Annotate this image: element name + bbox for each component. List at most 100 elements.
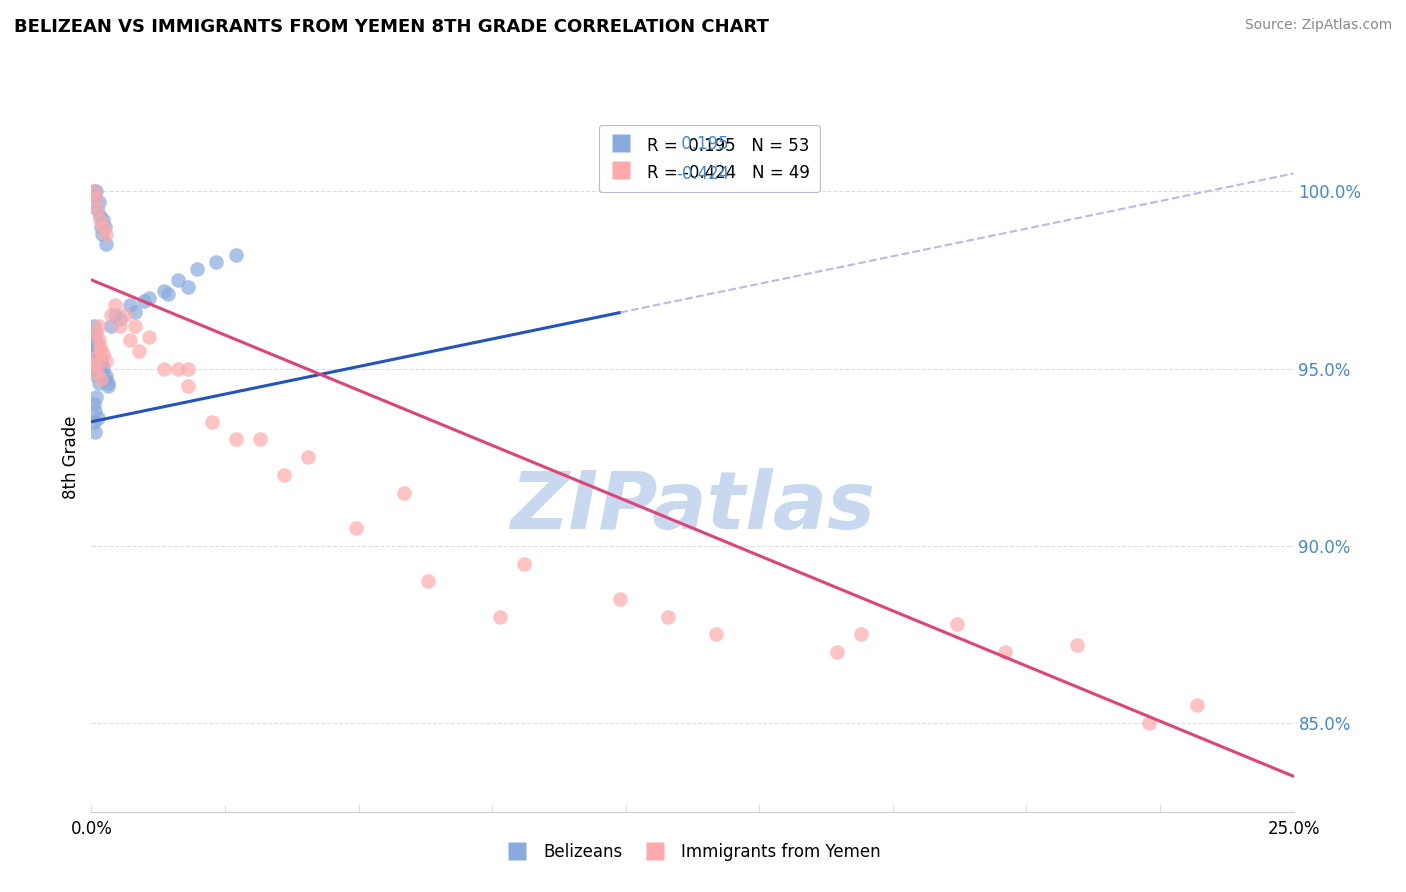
Text: -0.424: -0.424	[676, 165, 730, 183]
Point	[946, 616, 969, 631]
Point	[273, 467, 295, 482]
Point	[87, 347, 110, 361]
Point	[86, 368, 108, 383]
Point	[167, 273, 190, 287]
Point	[87, 376, 110, 390]
Point	[94, 237, 117, 252]
Point	[84, 326, 107, 340]
Point	[124, 318, 146, 333]
Point	[225, 248, 247, 262]
Point	[94, 227, 117, 241]
Point	[84, 358, 107, 372]
Point	[104, 308, 127, 322]
Point	[93, 347, 115, 361]
Point	[344, 521, 367, 535]
Point	[392, 485, 415, 500]
Point	[104, 298, 127, 312]
Point	[83, 184, 105, 198]
Point	[84, 191, 107, 205]
Point	[87, 358, 110, 372]
Point	[134, 294, 156, 309]
Point	[84, 361, 107, 376]
Point	[89, 209, 111, 223]
Legend: Belizeans, Immigrants from Yemen: Belizeans, Immigrants from Yemen	[498, 836, 887, 867]
Point	[91, 358, 114, 372]
Point	[93, 212, 115, 227]
Point	[200, 415, 222, 429]
Point	[110, 318, 132, 333]
Point	[176, 280, 198, 294]
Point	[138, 291, 160, 305]
Point	[110, 311, 132, 326]
Point	[825, 645, 848, 659]
Point	[90, 365, 112, 379]
Text: ZIPatlas: ZIPatlas	[510, 467, 875, 546]
Point	[1187, 698, 1209, 713]
Point	[84, 425, 107, 440]
Point	[83, 343, 105, 358]
Point	[83, 318, 105, 333]
Point	[1066, 638, 1088, 652]
Point	[84, 336, 107, 351]
Point	[157, 287, 180, 301]
Point	[513, 557, 536, 571]
Point	[609, 591, 631, 606]
Point	[706, 627, 728, 641]
Point	[225, 433, 247, 447]
Point	[86, 365, 108, 379]
Point	[86, 340, 108, 354]
Point	[87, 318, 110, 333]
Point	[86, 202, 108, 216]
Point	[89, 340, 111, 354]
Point	[86, 411, 108, 425]
Point	[94, 372, 117, 386]
Point	[128, 343, 150, 358]
Point	[87, 194, 110, 209]
Point	[83, 404, 105, 418]
Point	[176, 379, 198, 393]
Point	[97, 376, 120, 390]
Point	[91, 227, 114, 241]
Point	[94, 354, 117, 368]
Point	[152, 361, 174, 376]
Point	[90, 354, 112, 368]
Point	[205, 255, 228, 269]
Point	[83, 397, 105, 411]
Point	[849, 627, 872, 641]
Point	[124, 305, 146, 319]
Point	[90, 372, 112, 386]
Point	[84, 390, 107, 404]
Point	[84, 184, 107, 198]
Text: Source: ZipAtlas.com: Source: ZipAtlas.com	[1244, 18, 1392, 32]
Point	[87, 333, 110, 347]
Point	[86, 202, 108, 216]
Point	[167, 361, 190, 376]
Point	[489, 609, 512, 624]
Y-axis label: 8th Grade: 8th Grade	[62, 416, 80, 499]
Point	[176, 361, 198, 376]
Point	[90, 343, 112, 358]
Point	[97, 379, 120, 393]
Point	[90, 219, 112, 234]
Point	[297, 450, 319, 464]
Point	[94, 368, 117, 383]
Point	[84, 191, 107, 205]
Point	[86, 343, 108, 358]
Point	[1137, 716, 1160, 731]
Point	[657, 609, 679, 624]
Point	[100, 308, 122, 322]
Point	[94, 219, 117, 234]
Point	[89, 351, 111, 365]
Point	[83, 184, 105, 198]
Point	[83, 415, 105, 429]
Point	[186, 262, 208, 277]
Point	[152, 284, 174, 298]
Point	[84, 351, 107, 365]
Point	[93, 361, 115, 376]
Point	[89, 212, 111, 227]
Point	[93, 219, 115, 234]
Point	[416, 574, 439, 589]
Text: BELIZEAN VS IMMIGRANTS FROM YEMEN 8TH GRADE CORRELATION CHART: BELIZEAN VS IMMIGRANTS FROM YEMEN 8TH GR…	[14, 18, 769, 36]
Point	[138, 329, 160, 343]
Text: 0.195: 0.195	[676, 135, 728, 153]
